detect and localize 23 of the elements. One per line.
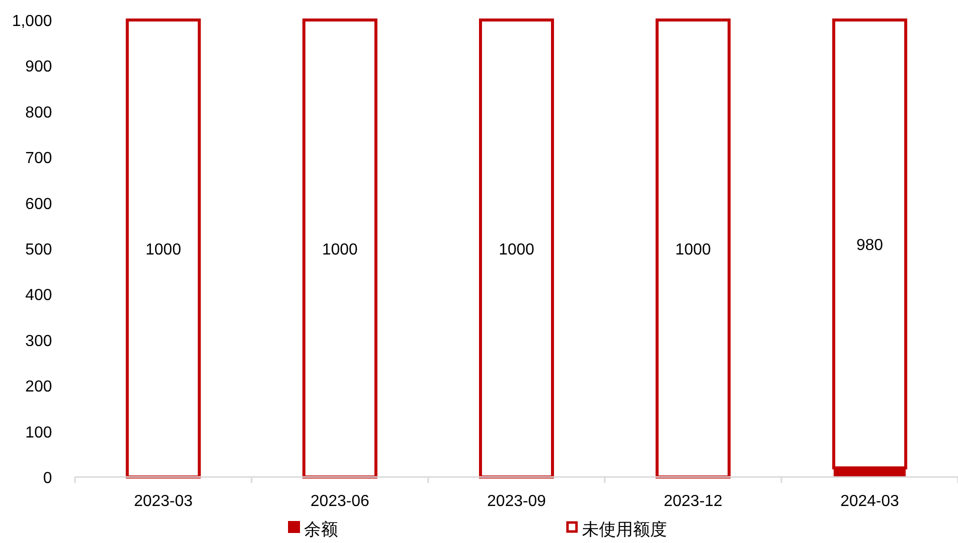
y-tick-label: 800: [25, 104, 52, 122]
y-tick-label: 900: [25, 58, 52, 76]
x-tick-label: 2024-03: [840, 493, 900, 510]
y-tick-label: 200: [25, 378, 52, 396]
data-label: 1000: [322, 242, 358, 258]
legend-label: 未使用额度: [582, 520, 667, 539]
data-label: 1000: [146, 242, 182, 258]
y-tick-label: 1,000: [12, 13, 52, 30]
y-tick-label: 500: [25, 242, 52, 258]
y-tick-label: 0: [43, 470, 52, 487]
y-tick-label: 400: [25, 287, 52, 304]
y-tick-label: 600: [25, 196, 52, 213]
x-tick-label: 2023-12: [664, 493, 723, 510]
data-label: 1000: [498, 242, 534, 258]
x-tick-label: 2023-03: [134, 493, 193, 510]
y-tick-label: 700: [25, 150, 52, 168]
y-tick-label: 300: [25, 332, 52, 350]
x-tick-label: 2023-09: [487, 493, 546, 510]
x-tick-label: 2023-06: [310, 493, 370, 510]
legend-label: 余额: [304, 520, 338, 539]
y-tick-label: 100: [25, 424, 52, 442]
data-label: 980: [856, 236, 884, 254]
data-label: 1000: [675, 242, 711, 258]
